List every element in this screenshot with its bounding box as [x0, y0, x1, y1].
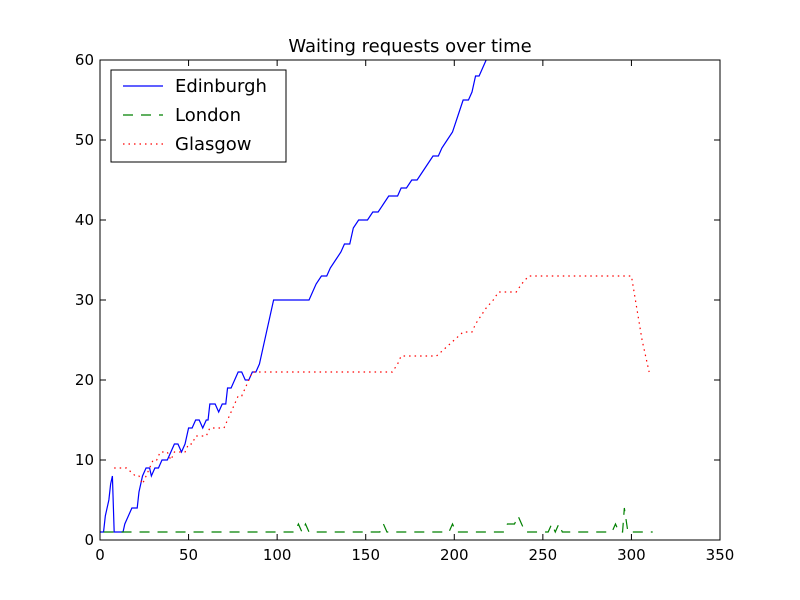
y-tick-label: 30	[75, 291, 94, 309]
x-tick-label: 150	[351, 546, 380, 564]
legend: Edinburgh London Glasgow	[110, 69, 287, 163]
y-tick-label: 10	[75, 451, 94, 469]
x-tick-label: 300	[617, 546, 646, 564]
series-line-edinburgh	[100, 60, 487, 533]
y-tick-label: 60	[75, 51, 94, 69]
legend-label-london: London	[175, 105, 241, 126]
y-tick-label: 20	[75, 371, 94, 389]
x-tick-label: 350	[706, 546, 735, 564]
x-tick-label: 250	[529, 546, 558, 564]
y-tick-label: 40	[75, 211, 94, 229]
y-tick-label: 50	[75, 131, 94, 149]
legend-box	[110, 69, 287, 163]
x-tick-label: 0	[95, 546, 105, 564]
y-tick-label: 0	[84, 531, 94, 549]
series-layer	[100, 60, 653, 534]
series-line-london	[103, 507, 653, 534]
series-line-glasgow	[114, 275, 650, 486]
legend-label-glasgow: Glasgow	[175, 134, 252, 155]
tick-layer: 0 50 100 150 200 250 300 350 0 10 20 30 40 50 60	[75, 51, 734, 564]
legend-label-edinburgh: Edinburgh	[175, 76, 267, 97]
chart-title: Waiting requests over time	[288, 36, 531, 57]
x-tick-label: 100	[263, 546, 292, 564]
x-tick-label: 200	[440, 546, 469, 564]
x-tick-label: 50	[179, 546, 198, 564]
